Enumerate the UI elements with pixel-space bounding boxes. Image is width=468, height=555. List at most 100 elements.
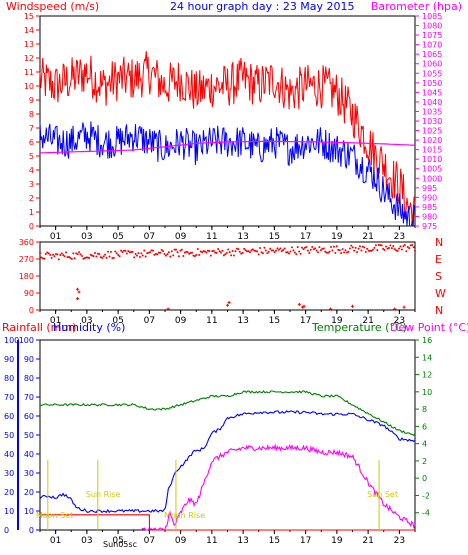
direction-point <box>257 253 260 256</box>
direction-point <box>264 249 267 252</box>
direction-point <box>286 251 289 254</box>
direction-point <box>156 253 159 256</box>
y-left-tick-label: 180 <box>19 272 34 281</box>
direction-point <box>131 250 134 253</box>
direction-point <box>169 255 172 258</box>
direction-point <box>400 248 403 251</box>
direction-point <box>209 254 212 257</box>
direction-point <box>256 250 259 253</box>
direction-point <box>78 251 81 254</box>
direction-point <box>62 254 65 257</box>
y-right-tick-label: 12 <box>422 371 432 380</box>
y-right-tick-label: 2 <box>422 457 427 466</box>
direction-point <box>385 245 388 248</box>
direction-point <box>57 258 60 261</box>
direction-point <box>228 251 231 254</box>
direction-point <box>205 251 208 254</box>
direction-point <box>259 246 262 249</box>
x-tick-label: 09 <box>175 316 187 326</box>
direction-point <box>65 251 68 254</box>
direction-point <box>301 246 304 249</box>
direction-point <box>243 247 246 250</box>
x-tick-label: 09 <box>175 232 187 242</box>
direction-point <box>227 248 230 251</box>
rainfall-tick-label: 80 <box>4 374 14 383</box>
direction-point <box>163 253 166 256</box>
direction-point <box>276 247 279 250</box>
direction-point <box>357 247 360 250</box>
direction-point <box>343 251 346 254</box>
y-left-tick-label: 80 <box>24 374 34 383</box>
y-left-tick-label: 100 <box>19 336 34 345</box>
direction-point <box>351 246 354 249</box>
direction-point <box>175 248 178 251</box>
direction-point <box>402 245 405 248</box>
series-line-dewpoint <box>141 443 416 531</box>
direction-point <box>95 255 98 258</box>
y-left-tick-label: 10 <box>24 507 34 516</box>
direction-point <box>186 251 189 254</box>
direction-point <box>273 251 276 254</box>
direction-point <box>277 248 280 251</box>
direction-point <box>69 257 72 260</box>
x-tick-label: 11 <box>206 316 217 326</box>
direction-point <box>260 251 263 254</box>
y-left-tick-label: 11 <box>24 68 34 77</box>
y-left-tick-label: 15 <box>24 12 34 21</box>
direction-point <box>279 247 282 250</box>
y-left-tick-label: 13 <box>24 40 34 49</box>
y-left-tick-label: 4 <box>29 166 34 175</box>
x-tick-label: 15 <box>269 316 280 326</box>
y-left-tick-label: 8 <box>29 110 34 119</box>
y-left-tick-label: 50 <box>24 431 34 440</box>
direction-point <box>414 249 416 252</box>
direction-point <box>263 246 266 249</box>
y-right-tick-label: 1070 <box>422 41 442 50</box>
direction-point <box>335 245 338 248</box>
direction-point <box>94 252 97 255</box>
rainfall-tick-label: 20 <box>4 488 14 497</box>
direction-point <box>367 249 370 252</box>
series-line-temperature <box>39 389 416 436</box>
direction-point <box>376 249 379 252</box>
direction-point <box>295 253 298 256</box>
direction-point <box>143 249 146 252</box>
direction-point <box>356 251 359 254</box>
direction-point <box>70 257 73 260</box>
direction-point <box>292 249 295 252</box>
windspeed-axis-title: Windspeed (m/s) <box>6 0 99 13</box>
direction-point <box>215 251 218 254</box>
direction-point <box>88 256 91 259</box>
y-left-tick-label: 5 <box>29 152 34 161</box>
direction-point <box>217 248 220 251</box>
direction-point <box>218 250 221 253</box>
direction-point <box>47 252 50 255</box>
x-tick-label: 21 <box>362 536 373 546</box>
y-left-tick-label: 270 <box>19 255 34 264</box>
temperature-axis-title: Temperature (°C) <box>311 321 407 334</box>
series-line-gust <box>39 51 416 227</box>
direction-point <box>212 249 215 252</box>
direction-point <box>387 246 390 249</box>
direction-point <box>112 256 115 259</box>
direction-point <box>374 244 377 247</box>
direction-point <box>350 244 353 247</box>
x-tick-label: 21 <box>362 316 373 326</box>
direction-point <box>180 248 183 251</box>
event-marker-label: Sun Rise <box>86 490 121 499</box>
y-right-tick-label: 1030 <box>422 117 442 126</box>
event-marker-label: Moon Rise <box>164 511 205 520</box>
y-right-tick-label: 1085 <box>422 12 442 21</box>
direction-point <box>114 250 117 253</box>
direction-point <box>363 246 366 249</box>
direction-point <box>341 248 344 251</box>
rainfall-tick-label: 100 <box>4 336 19 345</box>
direction-point <box>324 250 327 253</box>
y-right-tick-label: 990 <box>422 193 437 202</box>
direction-point <box>133 256 136 259</box>
y-left-tick-label: 90 <box>24 355 34 364</box>
direction-point <box>298 250 301 253</box>
direction-point <box>76 253 79 256</box>
x-tick-label: 19 <box>331 316 343 326</box>
direction-point <box>80 254 83 257</box>
